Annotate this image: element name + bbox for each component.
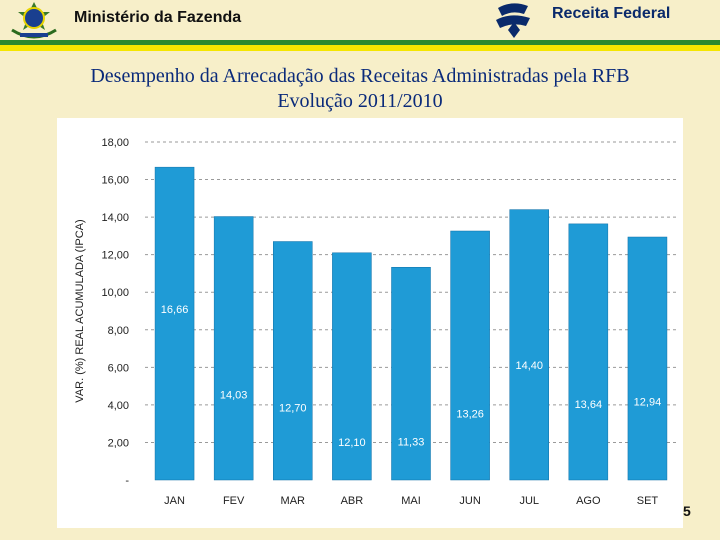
slide-title: Desempenho da Arrecadação das Receitas A… xyxy=(0,64,720,114)
bar-abr xyxy=(332,252,372,481)
y-tick-label: 14,00 xyxy=(101,212,129,224)
data-label: 14,40 xyxy=(515,360,543,372)
y-tick-label: 18,00 xyxy=(101,137,129,149)
x-tick-label: MAI xyxy=(401,495,421,507)
bar-mar xyxy=(273,241,313,481)
y-tick-label: 8,00 xyxy=(108,325,129,337)
y-tick-label: 16,00 xyxy=(101,175,129,187)
x-tick-label: ABR xyxy=(341,495,364,507)
data-label: 11,33 xyxy=(398,436,425,448)
bar-jun xyxy=(450,230,490,481)
header-stripe-green xyxy=(0,40,720,45)
bar-chart: - 2,00 4,00 6,00 8,00 10,00 12,00 14,00 16,00 18,… xyxy=(74,137,677,507)
header: Ministério da Fazenda Receita Federal xyxy=(0,0,720,51)
title-line-1: Desempenho da Arrecadação das Receitas A… xyxy=(90,65,630,87)
x-tick-label: FEV xyxy=(223,495,245,507)
x-tick-label: MAR xyxy=(281,495,306,507)
bar-set xyxy=(627,236,668,481)
y-tick-label: 6,00 xyxy=(108,362,129,374)
x-tick-label: AGO xyxy=(576,495,601,507)
data-label: 13,64 xyxy=(575,399,603,411)
y-axis-label: VAR. (%) REAL ACUMULADA (IPCA) xyxy=(74,219,86,402)
x-tick-label: SET xyxy=(637,495,659,507)
receita-federal-logo-icon xyxy=(496,3,530,38)
data-label: 12,94 xyxy=(634,396,662,408)
y-tick-label: - xyxy=(125,475,129,487)
ministry-name: Ministério da Fazenda xyxy=(74,9,242,26)
x-tick-label: JAN xyxy=(164,495,185,507)
bar-mai xyxy=(391,266,431,481)
y-tick-label: 4,00 xyxy=(108,400,129,412)
y-tick-label: 12,00 xyxy=(101,250,129,262)
bar-jul xyxy=(509,209,549,481)
title-line-2: Evolução 2011/2010 xyxy=(277,90,443,112)
page-number: 5 xyxy=(683,503,691,519)
data-label: 12,70 xyxy=(279,402,307,414)
brazil-coat-of-arms-icon xyxy=(11,2,57,39)
y-tick-label: 10,00 xyxy=(101,287,129,299)
bar-jan xyxy=(154,166,195,481)
chart-panel: - 2,00 4,00 6,00 8,00 10,00 12,00 14,00 16,00 18,… xyxy=(57,118,683,528)
bar-ago xyxy=(568,223,609,481)
agency-name: Receita Federal xyxy=(552,5,671,22)
y-tick-label: 2,00 xyxy=(108,437,129,449)
data-label: 13,26 xyxy=(456,408,484,420)
header-stripe-yellow xyxy=(0,45,720,51)
x-tick-label: JUN xyxy=(459,495,480,507)
data-label: 12,10 xyxy=(338,437,366,449)
data-label: 14,03 xyxy=(220,389,248,401)
bar-fev xyxy=(213,216,254,481)
data-label: 16,66 xyxy=(161,304,189,316)
x-tick-label: JUL xyxy=(519,495,539,507)
